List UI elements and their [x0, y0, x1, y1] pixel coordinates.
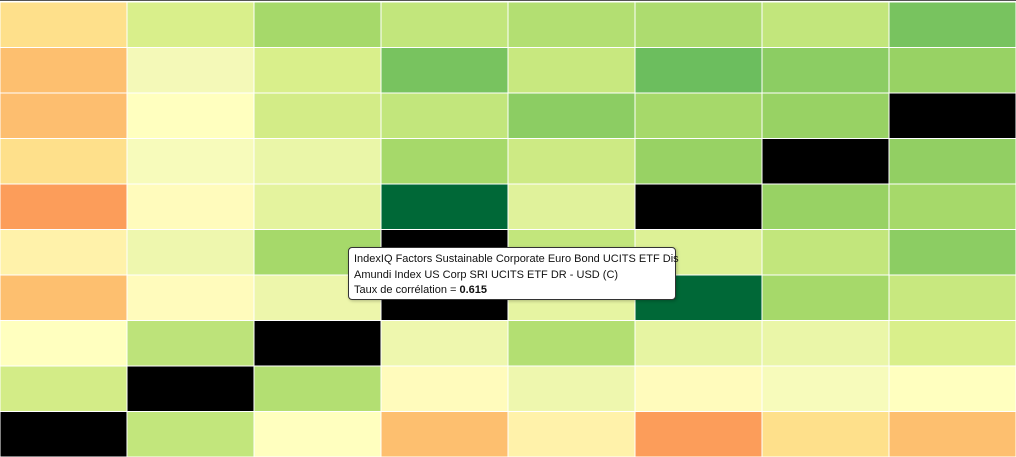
heatmap-cell-r0-c2[interactable]: [253, 1, 382, 48]
heatmap-cell-r3-c6[interactable]: [761, 138, 890, 185]
heatmap-cell-r8-c0[interactable]: [0, 365, 128, 412]
tooltip-correlation-line: Taux de corrélation = 0.615: [354, 283, 670, 299]
heatmap-cell-r4-c3[interactable]: [380, 183, 509, 230]
heatmap-cell-r3-c1[interactable]: [126, 138, 255, 185]
heatmap-cell-r8-c2[interactable]: [253, 365, 382, 412]
heatmap-cell-r0-c6[interactable]: [761, 1, 890, 48]
heatmap-cell-r9-c6[interactable]: [761, 411, 890, 457]
heatmap-cell-r9-c3[interactable]: [380, 411, 509, 457]
heatmap-cell-r2-c3[interactable]: [380, 92, 509, 139]
heatmap-cell-r2-c2[interactable]: [253, 92, 382, 139]
heatmap-cell-r4-c0[interactable]: [0, 183, 128, 230]
heatmap-cell-r4-c5[interactable]: [634, 183, 763, 230]
heatmap-cell-r6-c0[interactable]: [0, 274, 128, 321]
heatmap-cell-r4-c7[interactable]: [888, 183, 1016, 230]
heatmap-cell-r2-c6[interactable]: [761, 92, 890, 139]
heatmap-cell-r7-c3[interactable]: [380, 320, 509, 367]
heatmap-cell-r2-c5[interactable]: [634, 92, 763, 139]
heatmap-cell-r0-c7[interactable]: [888, 1, 1016, 48]
tooltip-value-prefix: Taux de corrélation =: [354, 284, 460, 296]
heatmap-cell-r7-c5[interactable]: [634, 320, 763, 367]
heatmap-cell-r1-c5[interactable]: [634, 47, 763, 94]
heatmap-cell-r0-c4[interactable]: [507, 1, 636, 48]
heatmap-cell-r4-c2[interactable]: [253, 183, 382, 230]
correlation-tooltip: IndexIQ Factors Sustainable Corporate Eu…: [348, 247, 679, 300]
heatmap-cell-r9-c2[interactable]: [253, 411, 382, 457]
heatmap-cell-r7-c7[interactable]: [888, 320, 1016, 367]
heatmap-cell-r7-c6[interactable]: [761, 320, 890, 367]
heatmap-cell-r9-c4[interactable]: [507, 411, 636, 457]
tooltip-col-label: Amundi Index US Corp SRI UCITS ETF DR - …: [354, 268, 619, 281]
heatmap-cell-r1-c7[interactable]: [888, 47, 1016, 94]
heatmap-cell-r5-c1[interactable]: [126, 229, 255, 276]
heatmap-cell-r8-c1[interactable]: [126, 365, 255, 412]
heatmap-cell-r8-c6[interactable]: [761, 365, 890, 412]
heatmap-cell-r3-c5[interactable]: [634, 138, 763, 185]
heatmap-cell-r2-c4[interactable]: [507, 92, 636, 139]
heatmap-cell-r9-c5[interactable]: [634, 411, 763, 457]
heatmap-cell-r3-c2[interactable]: [253, 138, 382, 185]
heatmap-cell-r6-c6[interactable]: [761, 274, 890, 321]
heatmap-cell-r4-c4[interactable]: [507, 183, 636, 230]
heatmap-cell-r2-c7[interactable]: [888, 92, 1016, 139]
heatmap-cell-r1-c1[interactable]: [126, 47, 255, 94]
heatmap-cell-r3-c7[interactable]: [888, 138, 1016, 185]
heatmap-cell-r1-c0[interactable]: [0, 47, 128, 94]
heatmap-cell-r7-c2[interactable]: [253, 320, 382, 367]
heatmap-cell-r6-c7[interactable]: [888, 274, 1016, 321]
heatmap-cell-r0-c3[interactable]: [380, 1, 509, 48]
heatmap-cell-r7-c0[interactable]: [0, 320, 128, 367]
heatmap-cell-r6-c1[interactable]: [126, 274, 255, 321]
heatmap-cell-r7-c1[interactable]: [126, 320, 255, 367]
heatmap-cell-r8-c7[interactable]: [888, 365, 1016, 412]
heatmap-cell-r1-c6[interactable]: [761, 47, 890, 94]
heatmap-cell-r3-c0[interactable]: [0, 138, 128, 185]
heatmap-cell-r8-c3[interactable]: [380, 365, 509, 412]
heatmap-cell-r1-c2[interactable]: [253, 47, 382, 94]
heatmap-cell-r1-c4[interactable]: [507, 47, 636, 94]
heatmap-cell-r9-c7[interactable]: [888, 411, 1016, 457]
heatmap-cell-r2-c1[interactable]: [126, 92, 255, 139]
tooltip-correlation-value: 0.615: [459, 284, 488, 296]
heatmap-cell-r0-c0[interactable]: [0, 1, 128, 48]
heatmap-cell-r0-c5[interactable]: [634, 1, 763, 48]
tooltip-row-label: IndexIQ Factors Sustainable Corporate Eu…: [354, 253, 679, 265]
heatmap-cell-r5-c0[interactable]: [0, 229, 128, 276]
heatmap-cell-r0-c1[interactable]: [126, 1, 255, 48]
heatmap-cell-r4-c6[interactable]: [761, 183, 890, 230]
heatmap-cell-r8-c4[interactable]: [507, 365, 636, 412]
heatmap-cell-r4-c1[interactable]: [126, 183, 255, 230]
heatmap-cell-r2-c0[interactable]: [0, 92, 128, 139]
heatmap-cell-r5-c6[interactable]: [761, 229, 890, 276]
heatmap-cell-r8-c5[interactable]: [634, 365, 763, 412]
heatmap-cell-r3-c3[interactable]: [380, 138, 509, 185]
heatmap-cell-r9-c1[interactable]: [126, 411, 255, 457]
heatmap-cell-r3-c4[interactable]: [507, 138, 636, 185]
heatmap-cell-r1-c3[interactable]: [380, 47, 509, 94]
heatmap-cell-r5-c7[interactable]: [888, 229, 1016, 276]
heatmap-cell-r9-c0[interactable]: [0, 411, 128, 457]
heatmap-cell-r7-c4[interactable]: [507, 320, 636, 367]
